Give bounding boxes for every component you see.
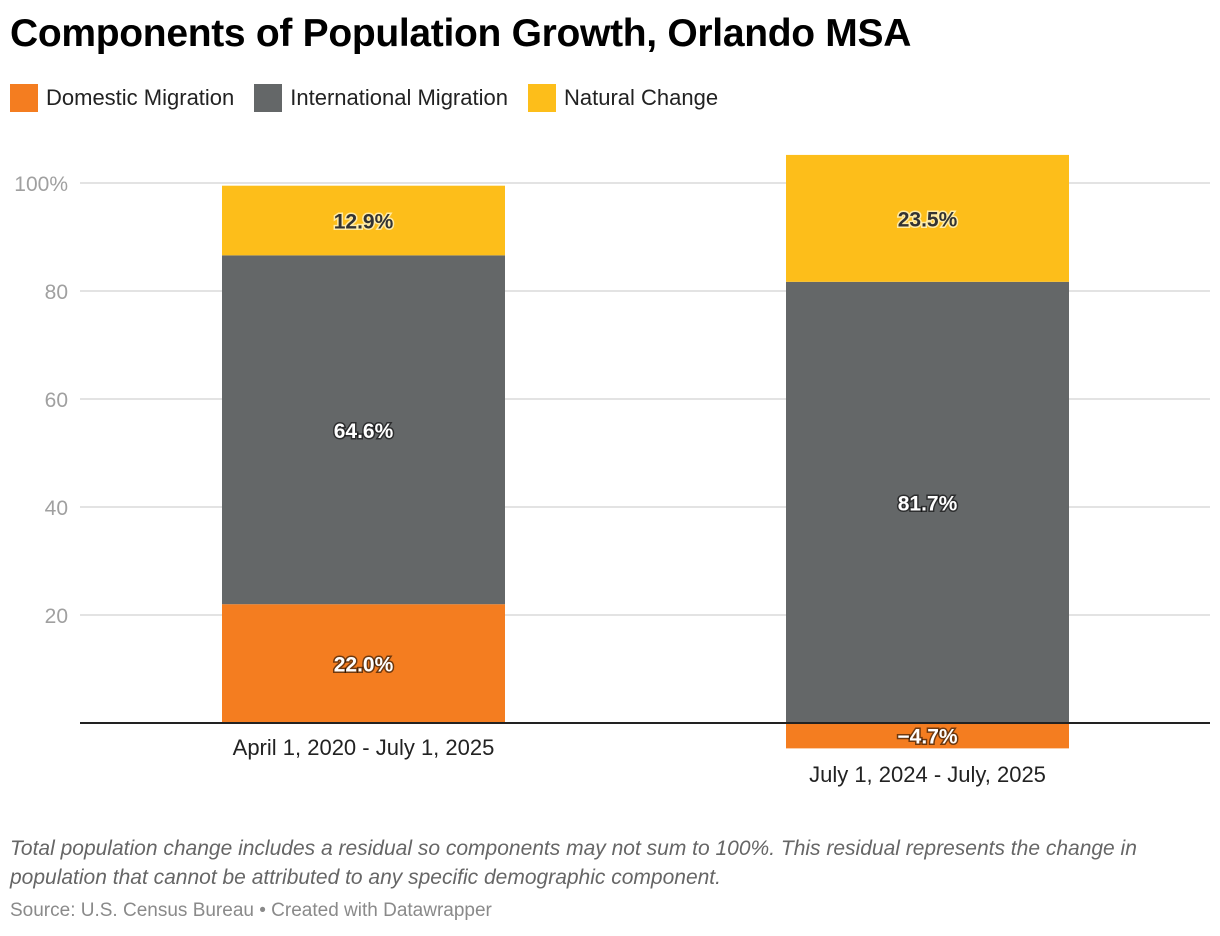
x-category-label: July 1, 2024 - July, 2025: [809, 762, 1046, 787]
legend-label-international-migration: International Migration: [290, 85, 508, 110]
bar-segment-domestic-migration: [786, 723, 1069, 749]
bar-segment-international-migration: [786, 281, 1069, 723]
legend-item-international-migration: International Migration: [254, 84, 508, 112]
bar-segment-domestic-migration: [222, 604, 505, 723]
chart-notes: Total population change includes a resid…: [10, 837, 1137, 889]
data-label: 12.9%: [334, 211, 394, 234]
legend: Domestic Migration International Migrati…: [10, 84, 718, 112]
data-label: −4.7%: [897, 726, 957, 749]
bar-segment-international-migration: [222, 255, 505, 605]
data-label: 22.0%: [334, 654, 394, 677]
data-label: 81.7%: [898, 492, 958, 515]
y-tick-label: 60: [45, 389, 68, 412]
legend-label-domestic-migration: Domestic Migration: [46, 85, 235, 110]
bar-segment-natural-change: [786, 154, 1069, 282]
y-tick-label: 100%: [14, 173, 68, 196]
chart-source: Source: U.S. Census Bureau • Created wit…: [10, 900, 492, 921]
legend-swatch-international-migration: [254, 84, 283, 112]
legend-swatch-natural-change: [527, 84, 556, 112]
bar-segment-natural-change: [222, 185, 505, 256]
y-tick-label: 20: [45, 605, 68, 628]
y-tick-label: 80: [45, 281, 68, 304]
data-label: 64.6%: [334, 420, 394, 443]
legend-item-natural-change: Natural Change: [527, 84, 719, 112]
x-category-label: April 1, 2020 - July 1, 2025: [233, 735, 495, 760]
chart-title: Components of Population Growth, Orlando…: [10, 12, 912, 55]
legend-swatch-domestic-migration: [10, 84, 38, 112]
legend-label-natural-change: Natural Change: [563, 85, 719, 110]
data-label: 23.5%: [898, 208, 958, 231]
legend-item-domestic-migration: Domestic Migration: [10, 84, 234, 112]
y-tick-label: 40: [45, 497, 68, 520]
